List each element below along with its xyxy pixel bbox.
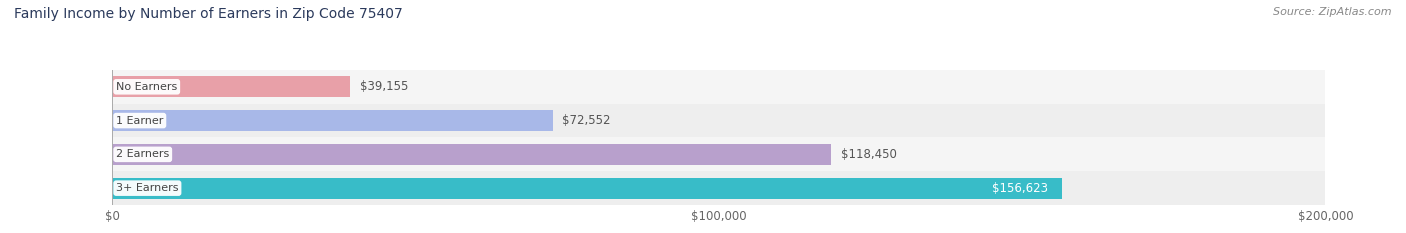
Bar (112, 110, 553, 131)
Bar (112, 144, 831, 165)
Bar (112, 76, 350, 97)
Text: 3+ Earners: 3+ Earners (117, 183, 179, 193)
Text: Family Income by Number of Earners in Zip Code 75407: Family Income by Number of Earners in Zi… (14, 7, 402, 21)
Bar (112, 104, 1326, 137)
Text: $118,450: $118,450 (841, 148, 897, 161)
Text: $39,155: $39,155 (360, 80, 408, 93)
Bar (112, 70, 1326, 104)
Text: 2 Earners: 2 Earners (117, 149, 169, 159)
Text: $156,623: $156,623 (991, 182, 1047, 195)
Text: 1 Earner: 1 Earner (117, 116, 163, 126)
Bar (112, 178, 1063, 199)
Bar (112, 171, 1326, 205)
Bar (112, 137, 1326, 171)
Text: $72,552: $72,552 (562, 114, 610, 127)
Text: Source: ZipAtlas.com: Source: ZipAtlas.com (1274, 7, 1392, 17)
Text: No Earners: No Earners (117, 82, 177, 92)
